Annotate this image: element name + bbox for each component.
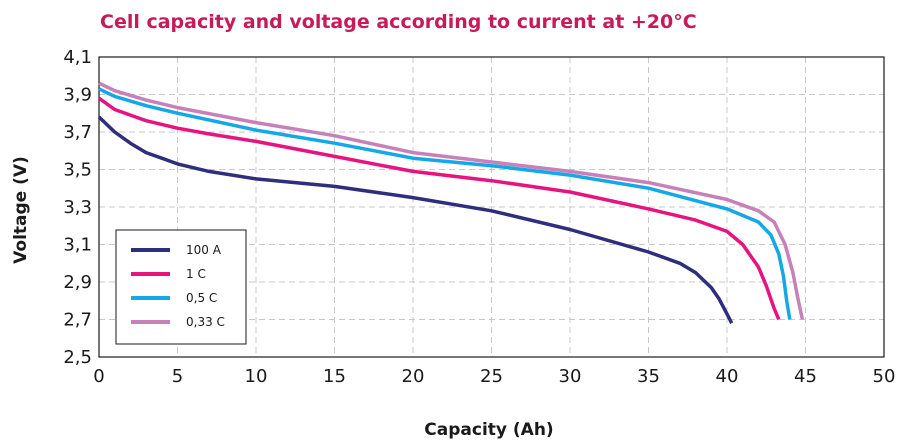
plot-frame (98, 56, 885, 358)
chart-title: Cell capacity and voltage according to c… (100, 11, 697, 33)
legend-label-3: 0,33 C (186, 315, 225, 329)
legend-label-0: 100 A (186, 243, 222, 257)
x-axis-title: Capacity (Ah) (424, 420, 553, 440)
legend-label-1: 1 C (186, 267, 206, 281)
series-line-2 (98, 87, 792, 320)
y-tick-label: 3,1 (63, 235, 92, 256)
x-tick-label: 5 (172, 366, 183, 387)
y-tick-label: 2,7 (63, 310, 92, 331)
series-line-1 (97, 96, 781, 321)
x-tick-label: 0 (93, 366, 104, 387)
y-tick-label: 2,5 (63, 347, 92, 368)
y-axis-ticks: 2,5 2,7 2,9 3,1 3,3 3,5 3,7 3,9 4,1 (63, 47, 92, 368)
x-tick-label: 40 (716, 366, 739, 387)
legend: 100 A 1 C 0,5 C 0,33 C (115, 229, 247, 345)
x-tick-label: 10 (245, 366, 268, 387)
y-tick-label: 3,5 (63, 160, 92, 181)
x-tick-label: 45 (794, 366, 817, 387)
x-axis-ticks: 0 5 10 15 20 25 30 35 40 45 50 (93, 366, 895, 387)
x-tick-label: 25 (480, 366, 503, 387)
series-lines (97, 81, 805, 324)
x-tick-label: 15 (323, 366, 346, 387)
y-tick-label: 3,3 (63, 197, 92, 218)
y-axis-title: Voltage (V) (11, 156, 31, 264)
y-tick-label: 2,9 (63, 272, 92, 293)
x-tick-label: 30 (559, 366, 582, 387)
y-tick-label: 3,7 (63, 122, 92, 143)
series-line-3 (98, 81, 805, 320)
y-tick-label: 4,1 (63, 47, 92, 68)
y-tick-label: 3,9 (63, 85, 92, 106)
x-tick-label: 50 (873, 366, 896, 387)
legend-box (115, 229, 247, 345)
x-tick-label: 20 (402, 366, 425, 387)
x-tick-label: 35 (637, 366, 660, 387)
legend-label-2: 0,5 C (186, 291, 217, 305)
series-line-0 (97, 115, 734, 324)
